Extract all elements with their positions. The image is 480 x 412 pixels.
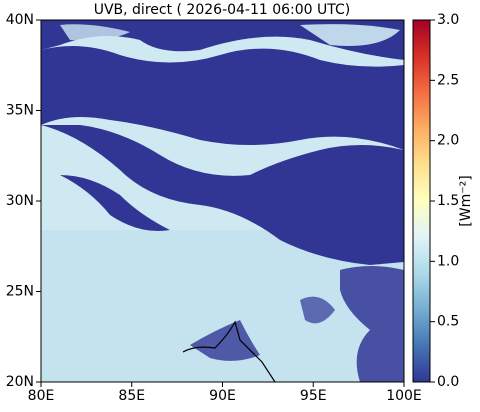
colorbar-tick-label: 2.0 <box>437 133 459 149</box>
y-tick-label: 40N <box>6 12 34 28</box>
colorbar-tick-label: 1.0 <box>437 253 459 269</box>
colorbar-tick-label: 3.0 <box>437 12 459 28</box>
y-tick-label: 20N <box>6 374 34 390</box>
colorbar-tick-label: 2.5 <box>437 72 459 88</box>
colorbar-label: [Wm⁻²] <box>458 175 474 226</box>
x-tick-label: 90E <box>209 388 236 404</box>
colorbar <box>412 19 431 383</box>
chart-title: UVB, direct ( 2026-04-11 06:00 UTC) <box>94 2 351 18</box>
colorbar-tick-label: 1.5 <box>437 193 459 209</box>
x-tick-label: 85E <box>118 388 145 404</box>
x-tick-label: 80E <box>28 388 55 404</box>
y-tick-label: 30N <box>6 193 34 209</box>
colorbar-tick-label: 0.5 <box>437 314 459 330</box>
map-field <box>41 20 404 382</box>
y-tick-label: 35N <box>6 103 34 119</box>
x-tick-label: 95E <box>300 388 327 404</box>
y-tick-label: 25N <box>6 284 34 300</box>
colorbar-tick-label: 0.0 <box>437 374 459 390</box>
x-tick-label: 100E <box>386 388 422 404</box>
